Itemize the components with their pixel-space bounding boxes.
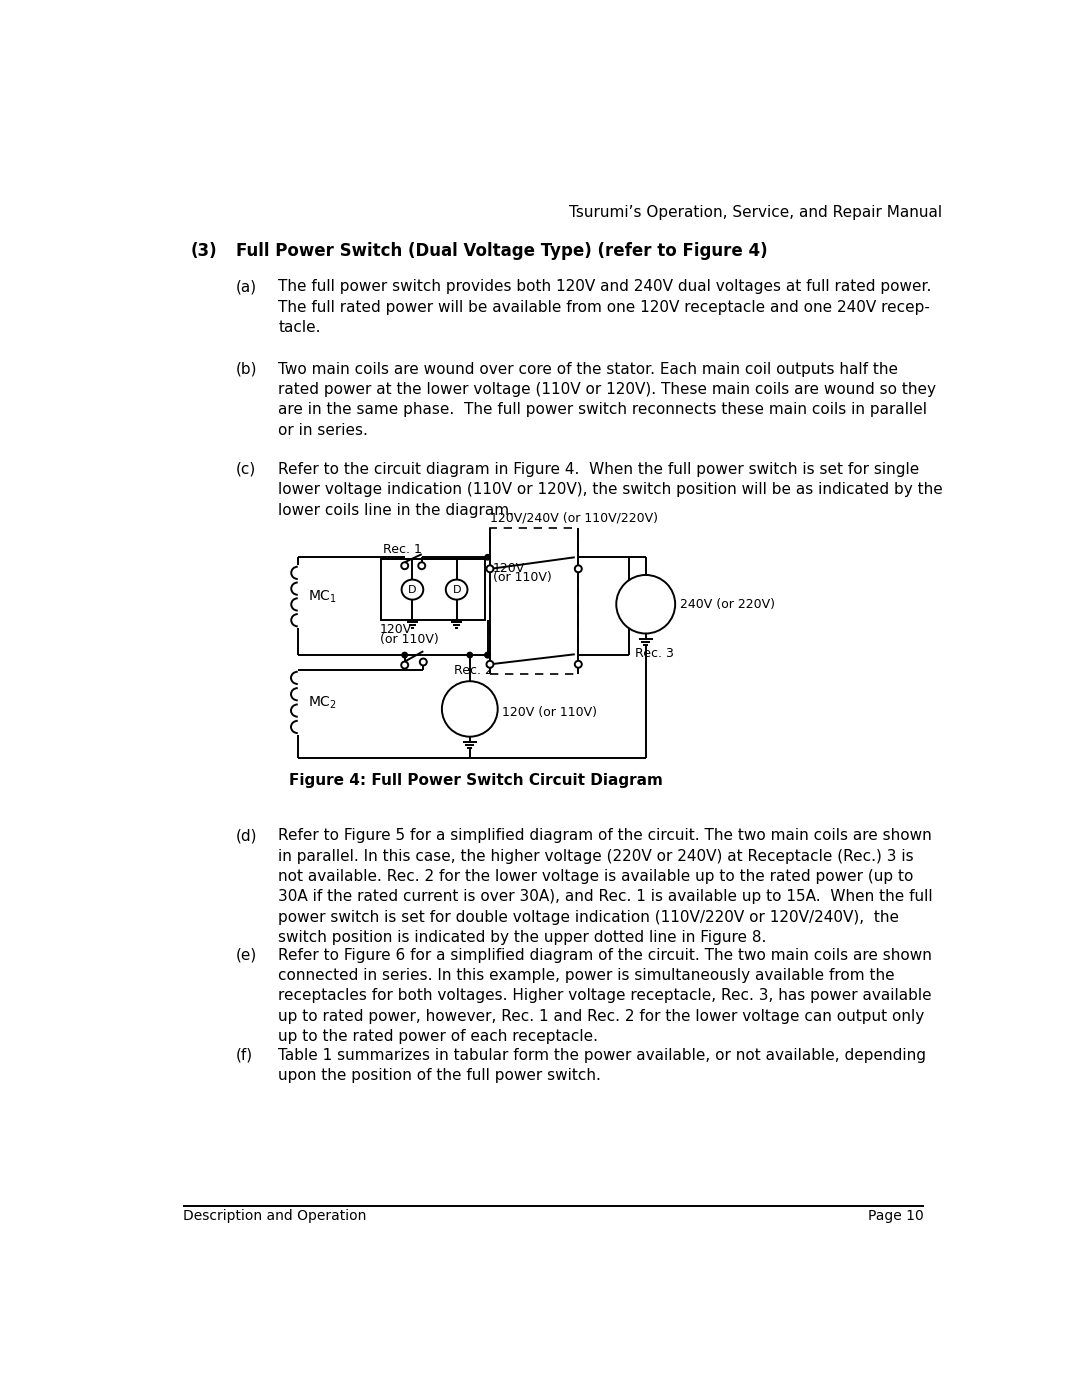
Text: Two main coils are wound over core of the stator. Each main coil outputs half th: Two main coils are wound over core of th… bbox=[279, 362, 936, 437]
Ellipse shape bbox=[446, 580, 468, 599]
Text: Figure 4: Full Power Switch Circuit Diagram: Figure 4: Full Power Switch Circuit Diag… bbox=[289, 773, 663, 788]
Text: The full power switch provides both 120V and 240V dual voltages at full rated po: The full power switch provides both 120V… bbox=[279, 279, 932, 335]
Text: (c): (c) bbox=[235, 462, 256, 476]
Text: (a): (a) bbox=[235, 279, 257, 295]
Circle shape bbox=[617, 576, 675, 633]
Circle shape bbox=[402, 652, 407, 658]
Text: Refer to Figure 5 for a simplified diagram of the circuit. The two main coils ar: Refer to Figure 5 for a simplified diagr… bbox=[279, 828, 933, 946]
Circle shape bbox=[486, 566, 494, 573]
Text: Description and Operation: Description and Operation bbox=[183, 1208, 366, 1222]
Text: (or 110V): (or 110V) bbox=[494, 571, 552, 584]
Text: (b): (b) bbox=[235, 362, 257, 377]
Text: (e): (e) bbox=[235, 947, 257, 963]
Text: Tsurumi’s Operation, Service, and Repair Manual: Tsurumi’s Operation, Service, and Repair… bbox=[569, 204, 943, 219]
Text: (3): (3) bbox=[191, 242, 217, 260]
Text: Rec. 2: Rec. 2 bbox=[455, 664, 494, 676]
Circle shape bbox=[575, 661, 582, 668]
Circle shape bbox=[485, 652, 490, 658]
Text: Rec. 3: Rec. 3 bbox=[635, 647, 674, 661]
Text: 240V (or 220V): 240V (or 220V) bbox=[679, 598, 774, 610]
Text: Full Power Switch (Dual Voltage Type) (refer to Figure 4): Full Power Switch (Dual Voltage Type) (r… bbox=[235, 242, 768, 260]
Text: 120V (or 110V): 120V (or 110V) bbox=[501, 707, 596, 719]
Circle shape bbox=[485, 652, 490, 658]
Text: Table 1 summarizes in tabular form the power available, or not available, depend: Table 1 summarizes in tabular form the p… bbox=[279, 1048, 927, 1083]
Circle shape bbox=[486, 661, 494, 668]
Text: Page 10: Page 10 bbox=[868, 1208, 924, 1222]
Circle shape bbox=[401, 562, 408, 569]
Ellipse shape bbox=[402, 580, 423, 599]
Text: 120V: 120V bbox=[380, 623, 413, 637]
Text: Refer to the circuit diagram in Figure 4.  When the full power switch is set for: Refer to the circuit diagram in Figure 4… bbox=[279, 462, 943, 517]
Text: D: D bbox=[408, 584, 417, 595]
Circle shape bbox=[401, 662, 408, 669]
Text: Rec. 1: Rec. 1 bbox=[383, 542, 422, 556]
Text: (f): (f) bbox=[235, 1048, 253, 1063]
Text: MC$_2$: MC$_2$ bbox=[308, 694, 337, 711]
Circle shape bbox=[575, 566, 582, 573]
Text: (or 110V): (or 110V) bbox=[380, 633, 438, 645]
Text: 120V: 120V bbox=[494, 562, 525, 576]
Circle shape bbox=[442, 682, 498, 736]
Text: Refer to Figure 6 for a simplified diagram of the circuit. The two main coils ar: Refer to Figure 6 for a simplified diagr… bbox=[279, 947, 932, 1044]
Circle shape bbox=[420, 658, 427, 665]
Text: D: D bbox=[453, 584, 461, 595]
Circle shape bbox=[467, 652, 473, 658]
Text: MC$_1$: MC$_1$ bbox=[308, 588, 337, 605]
Text: (d): (d) bbox=[235, 828, 257, 844]
Bar bbox=[490, 528, 578, 675]
Circle shape bbox=[485, 555, 490, 560]
Text: 120V/240V (or 110V/220V): 120V/240V (or 110V/220V) bbox=[490, 511, 658, 525]
Circle shape bbox=[418, 562, 426, 569]
Bar bbox=[381, 559, 485, 620]
